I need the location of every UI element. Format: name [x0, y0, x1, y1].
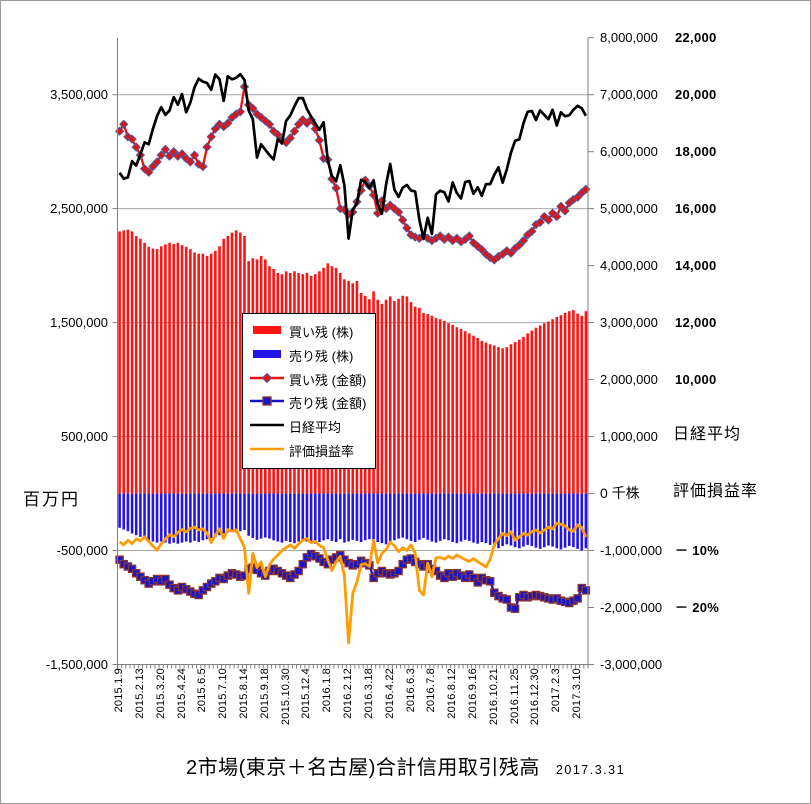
right-axis-shares-tick-label: 5,000,000	[600, 200, 658, 216]
left-axis-tick-label: 1,500,000	[50, 314, 108, 330]
legend-item-label: 売り残 (金額)	[289, 396, 367, 412]
x-axis-tick-label: 2017.2.3	[550, 668, 563, 713]
ratio-pct-tick-label: － 20%	[675, 599, 720, 615]
x-axis-tick-label: 2015.7.10	[217, 668, 230, 719]
right-axis-shares-tick-label: -1,000,000	[600, 542, 663, 558]
x-axis-tick-label: 2015.3.20	[154, 668, 167, 719]
right-axis-nikkei-tick-label: 22,000	[675, 29, 717, 45]
x-axis-tick-label: 2015.1.9	[113, 668, 126, 713]
legend-bar-swatch-icon	[250, 323, 284, 340]
x-axis-tick-label: 2016.2.12	[342, 668, 355, 719]
x-axis-tick-label: 2016.8.12	[446, 668, 459, 719]
nikkei-axis-title: 日経平均	[673, 425, 742, 443]
right-axis-nikkei-tick-label: 16,000	[675, 200, 717, 216]
x-axis-tick-label: 2016.4.22	[383, 668, 396, 719]
legend-item-label: 売り残 (株)	[289, 348, 354, 364]
chart-title: 2市場(東京＋名古屋)合計信用取引残高	[185, 757, 540, 779]
right-axis-shares-tick-label: 3,000,000	[600, 314, 658, 330]
x-axis-tick-label: 2016.3.18	[362, 668, 375, 719]
legend-item: 評価損益率	[250, 441, 373, 460]
left-axis-tick-label: 3,500,000	[50, 86, 108, 102]
left-axis-unit-label: 百万円	[23, 490, 80, 509]
left-axis-tick-label: 2,500,000	[50, 200, 108, 216]
legend-line-sample-icon	[250, 442, 284, 459]
right-axis-shares-tick-label: -3,000,000	[600, 656, 663, 672]
legend-item: 買い残 (金額)	[250, 370, 373, 389]
x-axis-tick-label: 2016.10.21	[487, 668, 500, 726]
left-axis-tick-label: -1,500,000	[45, 656, 108, 672]
x-axis-tick-label: 2015.9.18	[258, 668, 271, 719]
right-axis-nikkei-tick-label: 14,000	[675, 257, 717, 273]
x-axis-tick-label: 2017.3.10	[571, 668, 584, 719]
right-axis-nikkei-tick-label: 20,000	[675, 86, 717, 102]
legend: 買い残 (株) 売り残 (株) 買い残 (金額) 売り残 (金額) 日経平均評価損益率	[242, 313, 376, 469]
right-axis-shares-tick-label: 1,000,000	[600, 428, 658, 444]
title-row: 2市場(東京＋名古屋)合計信用取引残高 2017.3.31	[1, 751, 810, 780]
x-axis-tick-label: 2015.10.30	[279, 668, 292, 726]
right-axis-shares-tick-label: 8,000,000	[600, 29, 658, 45]
legend-bar-swatch-icon	[250, 347, 284, 364]
left-axis-tick-label: 500,000	[61, 428, 108, 444]
ratio-pct-tick-label: － 10%	[675, 542, 720, 558]
legend-line-sample-icon	[250, 394, 284, 411]
chart-date-stamp: 2017.3.31	[555, 763, 626, 777]
right-axis-shares-tick-label: -2,000,000	[600, 599, 663, 615]
legend-item-label: 評価損益率	[289, 444, 355, 460]
legend-item: 売り残 (金額)	[250, 393, 373, 412]
legend-item: 売り残 (株)	[250, 346, 373, 365]
legend-item-label: 買い残 (金額)	[289, 372, 367, 388]
x-axis-tick-label: 2015.2.13	[133, 668, 146, 719]
legend-item: 日経平均	[250, 417, 373, 436]
right-axis-shares-tick-label: 6,000,000	[600, 143, 658, 159]
ratio-axis-title: 評価損益率	[673, 482, 759, 500]
left-axis-tick-label: -500,000	[56, 542, 108, 558]
right-axis-nikkei-tick-label: 18,000	[675, 143, 717, 159]
legend-line-sample-icon	[250, 371, 284, 388]
right-axis-shares-tick-label: 7,000,000	[600, 86, 658, 102]
right-axis-shares-tick-label: 0 千株	[600, 484, 640, 501]
x-axis-tick-label: 2016.9.16	[466, 668, 479, 719]
x-axis-tick-label: 2015.12.4	[300, 668, 313, 719]
x-axis-tick-label: 2016.12.30	[529, 668, 542, 726]
legend-line-sample-icon	[250, 418, 284, 435]
legend-item-label: 買い残 (株)	[289, 324, 354, 340]
x-axis-tick-label: 2016.6.3	[404, 668, 417, 713]
right-axis-shares-tick-label: 2,000,000	[600, 371, 658, 387]
right-axis-nikkei-tick-label: 10,000	[675, 371, 717, 387]
x-axis-tick-label: 2015.4.24	[175, 668, 188, 719]
x-axis-tick-label: 2015.8.14	[237, 668, 250, 719]
x-axis-tick-label: 2016.1.8	[321, 668, 334, 713]
x-axis-tick-label: 2015.6.5	[196, 668, 209, 713]
x-axis-tick-label: 2016.11.25	[508, 668, 521, 725]
x-axis-tick-label: 2016.7.8	[425, 668, 438, 713]
legend-item-label: 日経平均	[289, 420, 342, 436]
legend-item: 買い残 (株)	[250, 322, 373, 341]
right-axis-shares-tick-label: 4,000,000	[600, 257, 658, 273]
right-axis-nikkei-tick-label: 12,000	[675, 314, 717, 330]
